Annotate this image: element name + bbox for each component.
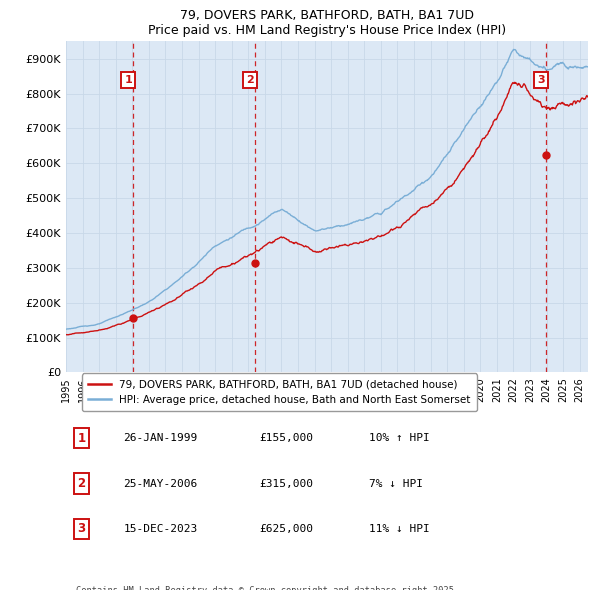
Text: Contains HM Land Registry data © Crown copyright and database right 2025.
This d: Contains HM Land Registry data © Crown c… (76, 586, 460, 590)
Text: 3: 3 (77, 522, 86, 535)
Text: 10% ↑ HPI: 10% ↑ HPI (369, 433, 430, 443)
Text: 1: 1 (125, 75, 133, 84)
Text: 11% ↓ HPI: 11% ↓ HPI (369, 524, 430, 534)
Text: 25-MAY-2006: 25-MAY-2006 (124, 478, 197, 489)
Title: 79, DOVERS PARK, BATHFORD, BATH, BA1 7UD
Price paid vs. HM Land Registry's House: 79, DOVERS PARK, BATHFORD, BATH, BA1 7UD… (148, 9, 506, 37)
Text: 7% ↓ HPI: 7% ↓ HPI (369, 478, 423, 489)
Text: £315,000: £315,000 (259, 478, 313, 489)
Text: 2: 2 (246, 75, 254, 84)
Legend: 79, DOVERS PARK, BATHFORD, BATH, BA1 7UD (detached house), HPI: Average price, d: 79, DOVERS PARK, BATHFORD, BATH, BA1 7UD… (82, 373, 477, 411)
Text: £625,000: £625,000 (259, 524, 313, 534)
Text: 3: 3 (537, 75, 545, 84)
Text: £155,000: £155,000 (259, 433, 313, 443)
Text: 1: 1 (77, 432, 86, 445)
Text: 15-DEC-2023: 15-DEC-2023 (124, 524, 197, 534)
Text: 2: 2 (77, 477, 86, 490)
Text: 26-JAN-1999: 26-JAN-1999 (124, 433, 197, 443)
